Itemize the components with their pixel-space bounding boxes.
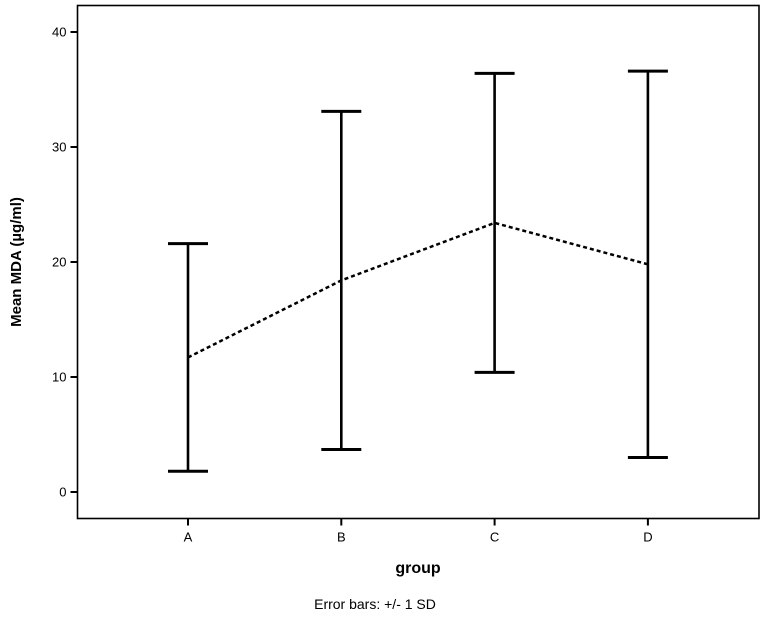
x-axis-tick-label: D: [643, 530, 652, 545]
plot-frame: [76, 4, 760, 520]
y-axis-tick-label: 40: [52, 25, 66, 40]
plot-area: 0 10 20 30 40 A B C D: [52, 4, 760, 545]
x-axis-tick-label: C: [490, 530, 499, 545]
error-bar-caption: Error bars: +/- 1 SD: [314, 596, 436, 612]
y-axis-tick-label: 20: [52, 255, 66, 270]
x-axis-tick-label: A: [184, 530, 193, 545]
y-axis-title: Mean MDA (µg/ml): [8, 197, 25, 327]
x-axis-title: group: [395, 560, 441, 577]
y-axis-tick-label: 10: [52, 370, 66, 385]
mean-line: [187, 221, 649, 359]
y-axis-tick-label: 30: [52, 140, 66, 155]
x-axis-tick-label: B: [337, 530, 346, 545]
y-axis-tick-label: 0: [59, 485, 66, 500]
